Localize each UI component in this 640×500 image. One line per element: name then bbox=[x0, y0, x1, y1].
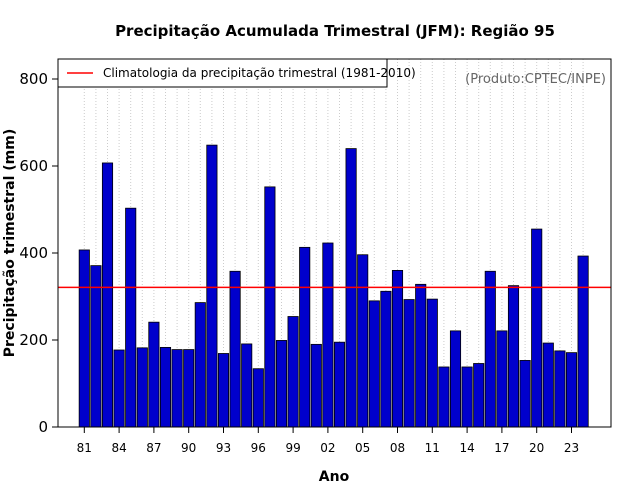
y-tick-label: 200 bbox=[19, 331, 48, 349]
bar-2006 bbox=[368, 300, 380, 428]
y-tick-label: 600 bbox=[19, 157, 48, 175]
bar-1993 bbox=[217, 353, 230, 428]
bar-2005 bbox=[357, 254, 369, 428]
bar-2014 bbox=[461, 366, 473, 428]
x-tick-label: 17 bbox=[494, 441, 509, 455]
bar-1999 bbox=[287, 316, 299, 428]
bar-2015 bbox=[473, 363, 485, 428]
bar-1992 bbox=[206, 144, 218, 428]
x-tick-label: 99 bbox=[285, 441, 300, 455]
bar-2013 bbox=[449, 330, 462, 428]
bar-1997 bbox=[264, 186, 276, 428]
legend-box bbox=[57, 58, 388, 88]
y-axis-title: Precipitação trimestral (mm) bbox=[2, 129, 18, 357]
x-axis: 81 84 87 90 93 96 99 02 05 08 11 14 17 20 23 bbox=[77, 427, 579, 455]
bar-2022 bbox=[554, 350, 566, 428]
x-tick-label: 96 bbox=[251, 441, 266, 455]
bar-2018 bbox=[507, 285, 520, 428]
bar-1985 bbox=[125, 207, 137, 428]
bars bbox=[78, 144, 589, 428]
bar-1991 bbox=[194, 302, 206, 428]
x-tick-label: 02 bbox=[320, 441, 335, 455]
bar-2003 bbox=[333, 341, 346, 428]
bar-1982 bbox=[90, 265, 102, 428]
source-credit: (Produto:CPTEC/INPE) bbox=[465, 72, 606, 87]
x-tick-label: 20 bbox=[529, 441, 544, 455]
bar-2011 bbox=[426, 298, 438, 428]
bar-1989 bbox=[171, 349, 183, 428]
x-tick-label: 81 bbox=[77, 441, 92, 455]
bar-1998 bbox=[275, 340, 288, 428]
bar-2023 bbox=[565, 352, 578, 428]
bar-2009 bbox=[403, 299, 415, 428]
bar-1987 bbox=[148, 321, 160, 428]
x-tick-label: 87 bbox=[146, 441, 161, 455]
bar-2017 bbox=[496, 330, 508, 428]
bar-1994 bbox=[229, 270, 241, 428]
bar-2016 bbox=[484, 270, 496, 428]
y-tick-label: 400 bbox=[19, 244, 48, 262]
x-axis-title: Ano bbox=[319, 469, 350, 485]
bar-2020 bbox=[531, 228, 543, 428]
bar-2019 bbox=[519, 360, 531, 428]
bar-2007 bbox=[380, 290, 392, 428]
bar-1981 bbox=[78, 249, 90, 428]
y-tick-label: 0 bbox=[38, 418, 48, 436]
x-tick-label: 90 bbox=[181, 441, 196, 455]
bar-1988 bbox=[159, 346, 172, 428]
bar-1984 bbox=[113, 349, 125, 428]
bar-2001 bbox=[310, 343, 322, 428]
x-tick-label: 23 bbox=[564, 441, 579, 455]
bar-1983 bbox=[101, 162, 114, 428]
bar-2010 bbox=[415, 283, 427, 428]
bar-1986 bbox=[136, 347, 148, 428]
bar-2008 bbox=[391, 269, 404, 428]
x-tick-label: 14 bbox=[459, 441, 474, 455]
x-tick-label: 08 bbox=[390, 441, 405, 455]
y-tick-label: 800 bbox=[19, 70, 48, 88]
bar-2000 bbox=[299, 246, 311, 428]
legend: Climatologia da precipitação trimestral … bbox=[57, 58, 416, 88]
bar-2002 bbox=[322, 242, 334, 428]
bar-2012 bbox=[438, 366, 450, 428]
bar-1990 bbox=[183, 349, 195, 428]
bar-2024 bbox=[577, 255, 589, 428]
y-axis: 0 200 400 600 800 bbox=[19, 70, 58, 436]
x-tick-label: 05 bbox=[355, 441, 370, 455]
bar-1996 bbox=[252, 368, 264, 428]
bar-2021 bbox=[542, 342, 554, 428]
chart-title: Precipitação Acumulada Trimestral (JFM):… bbox=[115, 22, 555, 40]
x-tick-label: 11 bbox=[425, 441, 440, 455]
x-tick-label: 93 bbox=[216, 441, 231, 455]
x-tick-label: 84 bbox=[111, 441, 126, 455]
bar-1995 bbox=[241, 343, 253, 428]
legend-label: Climatologia da precipitação trimestral … bbox=[103, 66, 416, 80]
